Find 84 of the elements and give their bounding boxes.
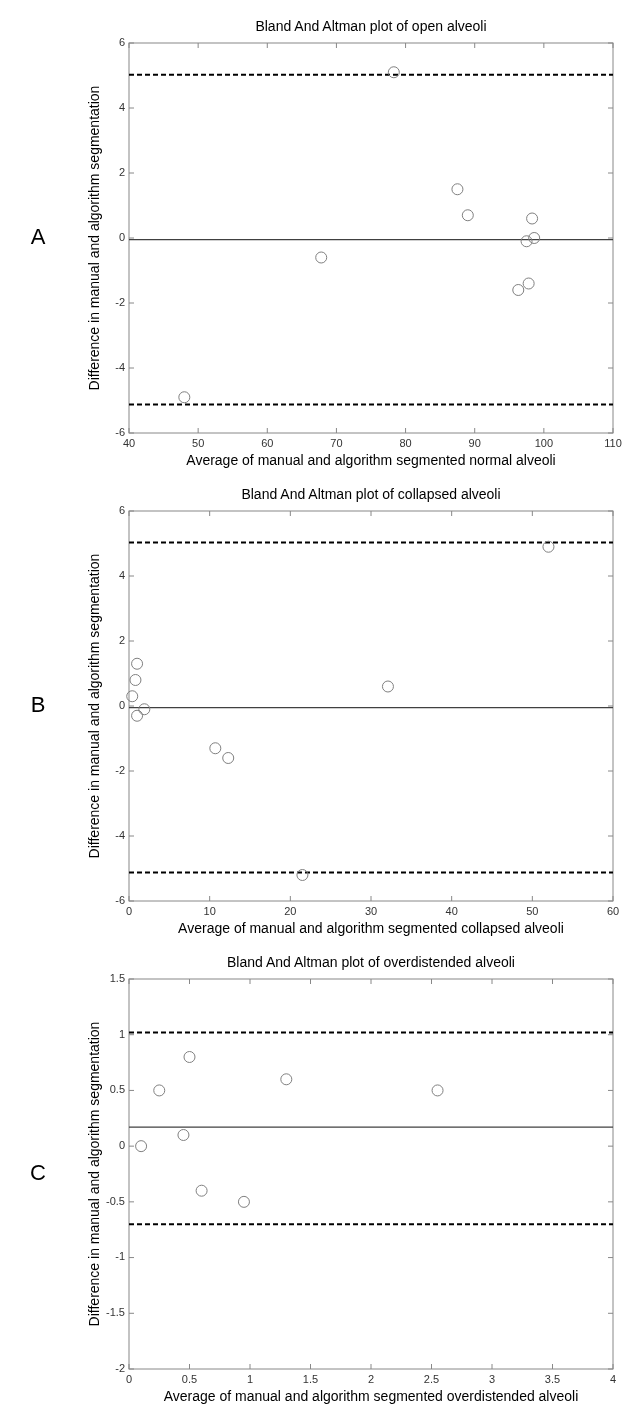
y-tick-label: -2	[115, 1361, 125, 1374]
y-tick-label: -6	[115, 893, 125, 906]
point	[131, 657, 144, 670]
y-tick-label: 0	[118, 698, 125, 711]
point	[431, 1084, 444, 1097]
point	[177, 1129, 190, 1141]
y-tick-label: 1.5	[109, 971, 125, 984]
point	[528, 232, 541, 244]
x-tick-label: 2.5	[423, 1373, 440, 1385]
y-axis-title: Difference in manual and algorithm segmentation	[86, 553, 102, 859]
x-tick-label: 60	[261, 437, 274, 449]
point	[222, 752, 235, 764]
y-tick-label: -1.5	[106, 1306, 125, 1319]
x-tick-label: 110	[604, 437, 622, 449]
point	[461, 209, 474, 222]
point	[126, 690, 139, 703]
x-tick-label: 50	[526, 905, 539, 917]
point	[315, 251, 328, 264]
point	[381, 680, 394, 693]
text: C	[30, 1159, 47, 1185]
x-tick-label: 4	[609, 1373, 617, 1385]
point	[522, 277, 535, 290]
text: A	[30, 223, 46, 249]
x-tick-label: 80	[399, 437, 412, 449]
y-tick-label: 0.5	[109, 1083, 125, 1096]
x-tick-label: 40	[445, 905, 458, 917]
y-tick-label: 2	[118, 165, 125, 178]
point	[129, 674, 142, 686]
point	[512, 284, 525, 296]
x-tick-label: 10	[203, 905, 216, 917]
x-axis-title: Average of manual and algorithm segmented collapsed alveoli	[178, 920, 564, 936]
text: B	[30, 691, 46, 717]
y-tick-label: 4	[118, 100, 125, 113]
y-tick-label: -4	[115, 828, 125, 841]
y-tick-label: -1	[115, 1250, 125, 1263]
y-tick-label: -2	[115, 295, 125, 308]
x-tick-label: 30	[364, 905, 378, 917]
chart-title: Bland And Altman plot of open alveoli	[255, 18, 487, 34]
y-tick-label: -6	[115, 425, 125, 438]
x-tick-label: 40	[122, 437, 136, 449]
x-tick-label: 2	[367, 1373, 375, 1385]
y-tick-label: 0	[118, 1139, 125, 1152]
x-tick-label: 0.5	[181, 1373, 198, 1385]
y-tick-label: -2	[115, 763, 125, 776]
x-tick-label: 100	[534, 437, 554, 449]
x-tick-label: 50	[192, 437, 205, 449]
x-tick-label: 3	[488, 1373, 496, 1385]
point	[209, 742, 222, 755]
chart-title: Bland And Altman plot of collapsed alveoli	[241, 486, 501, 502]
point	[183, 1051, 196, 1063]
x-tick-label: 70	[330, 437, 343, 449]
point	[451, 183, 464, 196]
y-tick-label: 1	[118, 1027, 125, 1040]
point	[526, 212, 539, 225]
y-tick-label: 4	[118, 568, 125, 581]
y-tick-label: 2	[118, 633, 125, 646]
point	[520, 235, 533, 248]
point	[178, 391, 191, 404]
point	[542, 540, 555, 553]
y-tick-label: -4	[115, 360, 125, 373]
point	[387, 66, 400, 79]
x-axis-title: Average of manual and algorithm segmented normal alveoli	[186, 452, 556, 468]
point	[138, 703, 151, 716]
x-tick-label: 1.5	[302, 1373, 319, 1385]
x-tick-label: 1	[246, 1373, 254, 1385]
point	[195, 1184, 208, 1197]
x-axis-title: Average of manual and algorithm segmented overdistended alveoli	[163, 1388, 579, 1404]
x-tick-label: 90	[468, 437, 481, 449]
x-tick-label: 3.5	[544, 1373, 561, 1385]
y-tick-label: 0	[118, 230, 125, 243]
point	[280, 1073, 293, 1086]
y-axis-title: Difference in manual and algorithm segmentation	[86, 85, 102, 391]
point	[135, 1140, 148, 1153]
y-tick-label: 6	[118, 503, 125, 516]
point	[296, 869, 309, 881]
point	[153, 1084, 166, 1097]
point	[131, 709, 144, 722]
x-tick-label: 20	[284, 905, 297, 917]
point	[237, 1195, 250, 1208]
y-tick-label: 6	[118, 35, 125, 48]
chart-title: Bland And Altman plot of overdistended alveoli	[227, 954, 515, 970]
y-tick-label: -0.5	[106, 1194, 125, 1207]
x-tick-label: 60	[606, 905, 620, 917]
y-axis-title: Difference in manual and algorithm segmentation	[86, 1021, 102, 1327]
